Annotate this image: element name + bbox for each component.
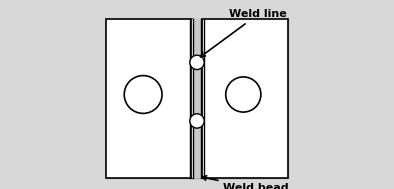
Bar xyxy=(106,19,288,178)
Bar xyxy=(106,19,192,178)
Ellipse shape xyxy=(190,114,204,128)
Text: Weld bead: Weld bead xyxy=(202,176,289,189)
Bar xyxy=(193,19,201,178)
Bar xyxy=(202,19,288,178)
Ellipse shape xyxy=(190,55,204,70)
Text: Weld line: Weld line xyxy=(201,9,287,57)
Bar xyxy=(192,19,202,178)
